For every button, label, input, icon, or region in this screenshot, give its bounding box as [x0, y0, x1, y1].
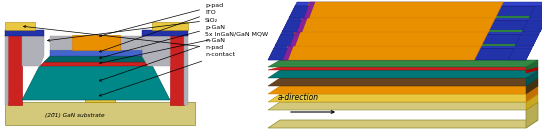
Polygon shape [72, 35, 120, 50]
Polygon shape [288, 30, 489, 46]
Text: 5x InGaN/GaN MQW: 5x InGaN/GaN MQW [100, 31, 268, 64]
Text: a-direction: a-direction [278, 93, 319, 102]
Polygon shape [283, 44, 294, 60]
Polygon shape [526, 67, 538, 73]
Text: n-GaN: n-GaN [99, 38, 225, 81]
Polygon shape [44, 56, 148, 62]
Polygon shape [50, 50, 142, 56]
Text: p-GaN: p-GaN [99, 24, 225, 59]
Polygon shape [268, 120, 538, 128]
Polygon shape [289, 16, 542, 18]
Polygon shape [85, 92, 115, 102]
Polygon shape [5, 102, 195, 125]
Polygon shape [184, 35, 188, 105]
Polygon shape [290, 30, 301, 46]
Polygon shape [289, 6, 542, 18]
Polygon shape [526, 78, 538, 94]
Polygon shape [282, 30, 541, 32]
Polygon shape [526, 86, 538, 102]
Polygon shape [268, 60, 538, 67]
Polygon shape [526, 60, 538, 70]
Polygon shape [120, 36, 142, 50]
Polygon shape [274, 44, 534, 48]
Polygon shape [142, 36, 170, 66]
Polygon shape [268, 86, 538, 94]
Polygon shape [529, 6, 542, 18]
Polygon shape [268, 48, 292, 60]
Polygon shape [170, 35, 184, 105]
Polygon shape [302, 2, 504, 18]
Polygon shape [526, 102, 538, 128]
Polygon shape [295, 16, 496, 32]
Polygon shape [268, 78, 538, 86]
Polygon shape [152, 22, 188, 30]
Polygon shape [5, 30, 44, 36]
Polygon shape [304, 2, 315, 18]
Polygon shape [22, 65, 170, 100]
Text: ITO: ITO [99, 11, 216, 52]
Text: n-contact: n-contact [99, 53, 235, 96]
Polygon shape [268, 70, 538, 78]
Polygon shape [522, 20, 542, 32]
Polygon shape [275, 34, 299, 46]
Polygon shape [5, 22, 35, 30]
Polygon shape [295, 2, 542, 6]
Polygon shape [282, 20, 542, 32]
Polygon shape [275, 34, 539, 46]
Polygon shape [289, 6, 313, 18]
Polygon shape [8, 35, 22, 105]
Polygon shape [142, 30, 188, 36]
Polygon shape [275, 44, 534, 46]
Text: SiO₂: SiO₂ [48, 18, 218, 41]
Polygon shape [22, 36, 44, 66]
Polygon shape [288, 16, 542, 20]
Polygon shape [268, 67, 538, 70]
Text: (20̄1) GaN substrate: (20̄1) GaN substrate [45, 113, 105, 119]
Polygon shape [281, 30, 541, 34]
Text: p-pad: p-pad [99, 4, 223, 37]
Polygon shape [268, 48, 532, 60]
Polygon shape [526, 70, 538, 86]
Text: n-pad: n-pad [23, 26, 223, 50]
Polygon shape [40, 62, 152, 66]
Polygon shape [297, 16, 308, 32]
Polygon shape [282, 20, 306, 32]
Polygon shape [515, 34, 539, 46]
Polygon shape [281, 44, 482, 60]
Polygon shape [268, 102, 538, 110]
Polygon shape [508, 48, 532, 60]
Polygon shape [50, 36, 72, 50]
Polygon shape [5, 35, 8, 105]
Polygon shape [268, 94, 538, 102]
Polygon shape [526, 94, 538, 110]
